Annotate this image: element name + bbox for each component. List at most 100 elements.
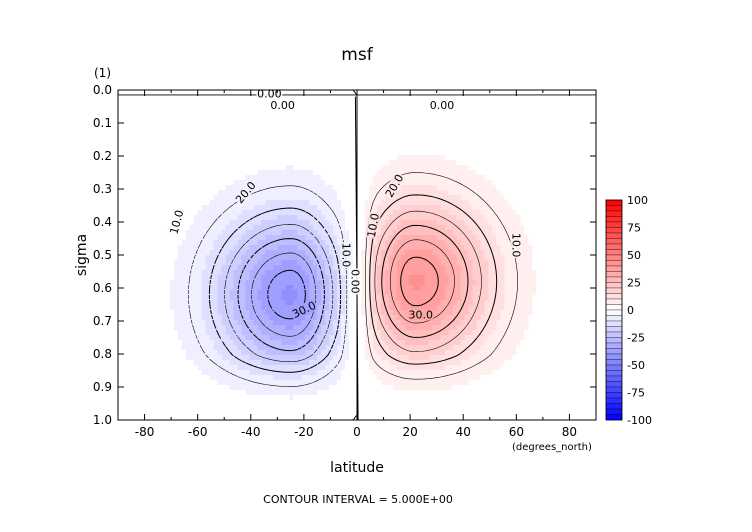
field-cell [364,90,370,96]
field-cell [169,185,175,191]
field-cell [588,105,593,111]
field-cell [400,230,406,236]
field-cell [408,175,414,181]
field-cell [536,100,541,106]
field-cell [309,110,314,116]
field-cell [516,195,521,201]
field-cell [301,110,306,116]
field-cell [516,165,521,171]
field-cell [528,195,533,201]
field-cell [372,110,378,116]
field-cell [118,215,123,221]
field-cell [129,240,135,246]
field-cell [197,130,203,136]
field-cell [309,105,314,111]
field-cell [432,205,438,211]
field-cell [468,285,474,291]
field-cell [329,95,334,101]
field-cell [157,295,163,301]
field-cell [396,275,402,281]
field-cell [504,110,509,116]
field-cell [121,165,127,171]
field-cell [269,290,274,296]
field-cell [412,155,418,161]
field-cell [289,140,294,146]
field-cell [241,120,247,126]
field-cell [257,205,262,211]
field-cell [444,225,450,231]
field-cell [468,290,474,296]
field-cell [277,215,282,221]
field-cell [145,145,151,151]
field-cell [161,120,167,126]
field-cell [452,215,458,221]
field-cell [556,215,561,221]
field-cell [404,280,410,286]
field-cell [253,150,259,156]
field-cell [189,100,195,106]
field-cell [448,120,454,126]
field-cell [572,165,577,171]
field-cell [265,285,270,291]
field-cell [424,140,430,146]
field-cell [285,140,290,146]
field-cell [496,155,501,161]
field-cell [464,155,470,161]
field-cell [305,105,310,111]
field-cell [476,160,482,166]
field-cell [301,215,306,221]
field-cell [221,190,227,196]
field-cell [496,160,501,166]
field-cell [253,190,259,196]
field-cell [217,205,223,211]
field-cell [376,205,382,211]
field-cell [516,200,521,206]
field-cell [468,190,474,196]
field-cell [504,275,509,281]
field-cell [321,235,326,241]
field-cell [261,240,266,246]
field-cell [357,105,362,111]
field-cell [269,200,274,206]
field-cell [392,95,398,101]
field-cell [572,240,577,246]
field-cell [161,170,167,176]
field-cell [524,170,529,176]
field-cell [285,135,290,141]
field-cell [349,130,354,136]
field-cell [157,150,163,156]
field-cell [568,120,573,126]
field-cell [468,130,474,136]
field-cell [572,265,577,271]
field-cell [125,170,131,176]
field-cell [560,290,565,296]
field-cell [233,225,239,231]
field-cell [125,255,131,261]
field-cell [528,115,533,121]
field-cell [524,290,529,296]
field-cell [129,150,135,156]
field-cell [564,275,569,281]
field-cell [560,270,565,276]
field-cell [376,235,382,241]
field-cell [229,170,235,176]
field-cell [321,105,326,111]
field-cell [285,245,290,251]
field-cell [448,90,454,96]
field-cell [460,195,466,201]
field-cell [201,190,207,196]
field-cell [129,195,135,201]
field-cell [548,150,553,156]
field-cell [133,110,139,116]
field-cell [165,265,171,271]
field-cell [137,290,143,296]
field-cell [265,205,270,211]
field-cell [564,240,569,246]
field-cell [520,125,525,131]
field-cell [388,115,394,121]
field-cell [181,135,187,141]
field-cell [440,235,446,241]
field-cell [289,290,294,296]
field-cell [524,195,529,201]
field-cell [173,105,179,111]
